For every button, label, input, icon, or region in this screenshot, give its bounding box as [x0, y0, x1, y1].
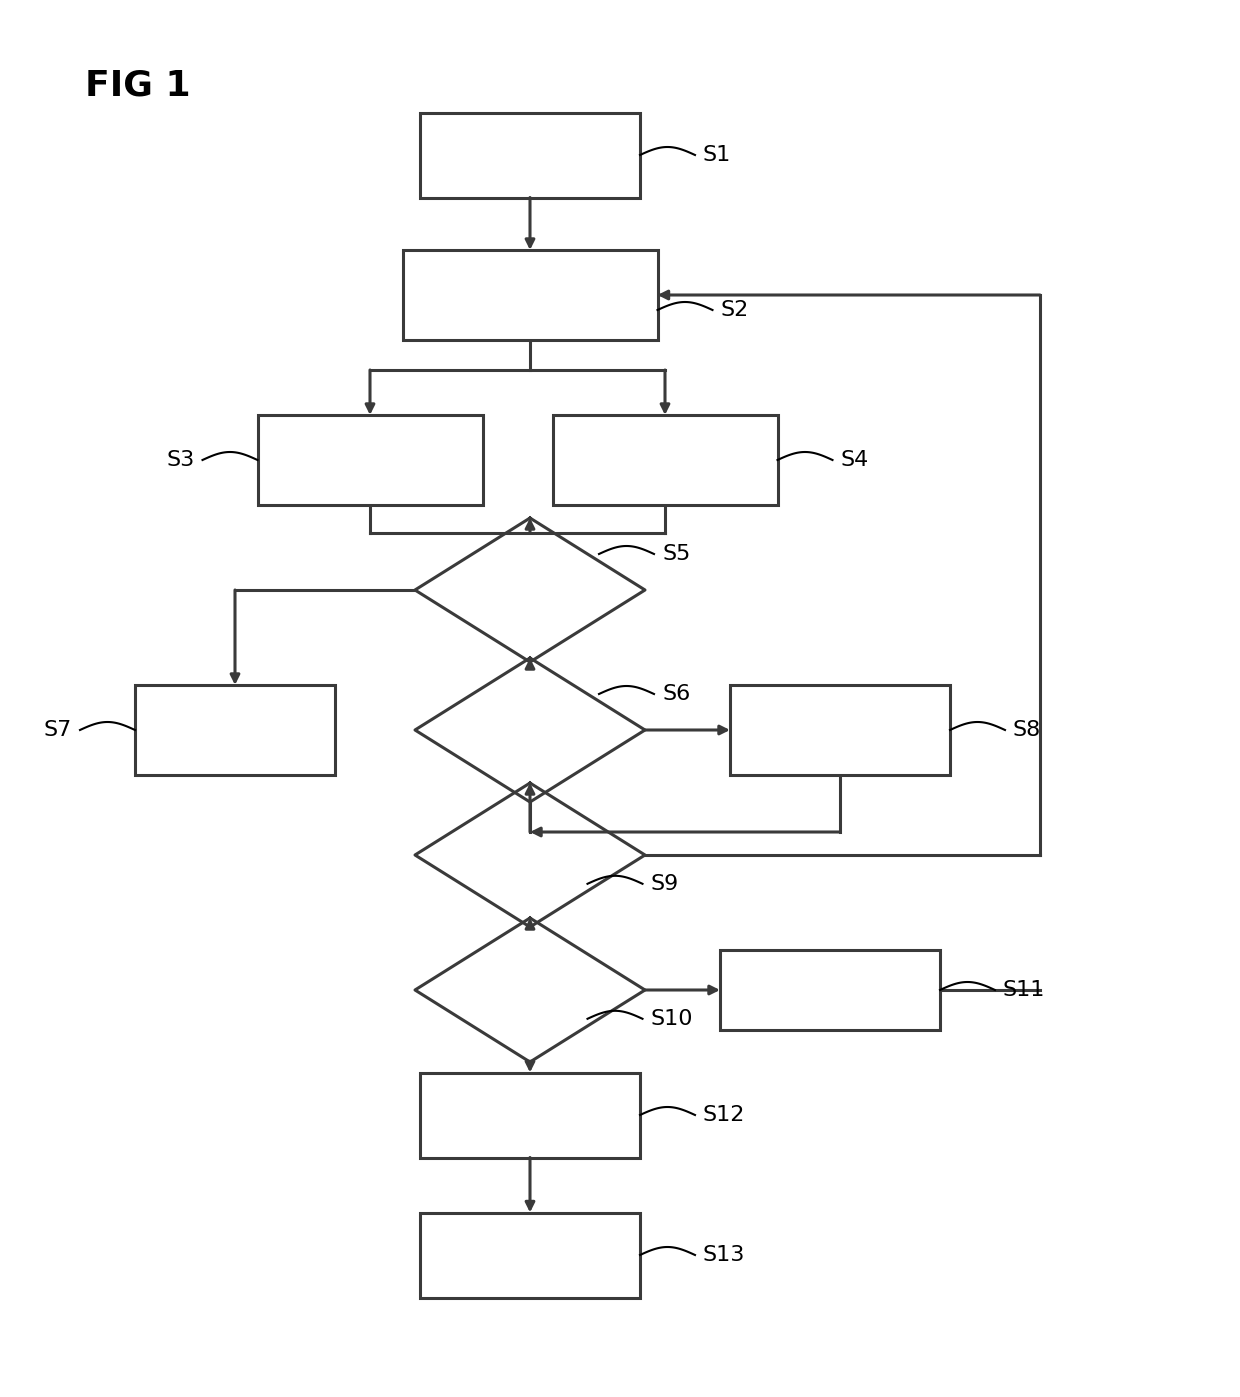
Text: S5: S5 [662, 543, 691, 564]
Bar [420, 1213, 640, 1298]
Text: S12: S12 [703, 1105, 745, 1125]
Bar [553, 415, 777, 504]
Text: S13: S13 [703, 1245, 745, 1266]
Text: FIG 1: FIG 1 [86, 68, 191, 102]
Text: S4: S4 [841, 450, 869, 469]
Bar [720, 950, 940, 1030]
Text: S7: S7 [43, 719, 72, 740]
Bar [258, 415, 482, 504]
Text: S9: S9 [651, 873, 678, 894]
Bar [420, 113, 640, 197]
Text: S2: S2 [720, 300, 749, 320]
Text: S8: S8 [1013, 719, 1042, 740]
Bar [403, 250, 657, 339]
Text: S1: S1 [703, 145, 732, 165]
Bar [730, 685, 950, 775]
Bar [420, 1073, 640, 1158]
Text: S11: S11 [1003, 981, 1045, 1000]
Bar [135, 685, 335, 775]
Text: S10: S10 [651, 1009, 693, 1028]
Text: S3: S3 [166, 450, 195, 469]
Text: S6: S6 [662, 685, 691, 704]
